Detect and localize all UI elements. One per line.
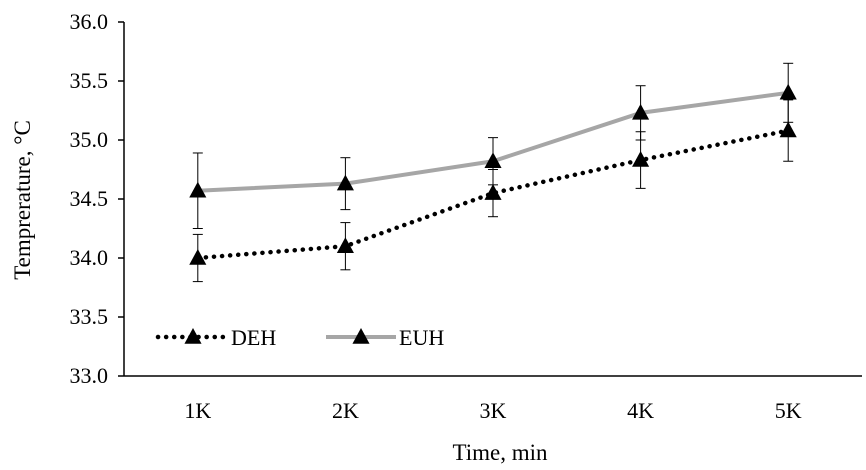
tick-labels: 33.0 33.5 34.0 34.5 35.0 35.5 36.0 1K 2K 3K 4K 5K (70, 9, 802, 423)
y-tick-label: 35.5 (70, 68, 109, 93)
axes (118, 21, 862, 377)
data-point (189, 181, 207, 198)
x-tick-label: 3K (480, 398, 507, 423)
legend-marker (352, 328, 370, 344)
error-bars (192, 62, 794, 283)
data-point (779, 121, 797, 138)
series-markers (189, 83, 797, 265)
x-tick-label: 2K (332, 398, 359, 423)
y-tick-label: 35.0 (70, 127, 109, 152)
legend-label-deh: DEH (231, 325, 276, 350)
data-point (632, 103, 650, 120)
data-point (336, 237, 354, 253)
y-tick-label: 33.5 (70, 304, 109, 329)
data-point (336, 174, 354, 191)
x-tick-label: 1K (184, 398, 211, 423)
y-tick-label: 34.5 (70, 186, 109, 211)
x-tick-label: 4K (627, 398, 654, 423)
data-point (484, 152, 502, 168)
x-tick-label: 5K (775, 398, 802, 423)
y-tick-label: 36.0 (70, 9, 109, 34)
data-point (779, 83, 797, 100)
y-tick-label: 33.0 (70, 363, 109, 388)
data-point (484, 184, 502, 200)
y-tick-label: 34.0 (70, 245, 109, 270)
series-line-deh (195, 128, 791, 261)
data-point (189, 249, 207, 265)
data-point (632, 151, 650, 167)
legend: DEH EUH (155, 325, 444, 350)
legend-marker (184, 328, 202, 344)
y-axis-title: Temprerature, °C (10, 120, 35, 280)
x-axis-title: Time, min (452, 440, 548, 465)
legend-label-euh: EUH (399, 325, 444, 350)
